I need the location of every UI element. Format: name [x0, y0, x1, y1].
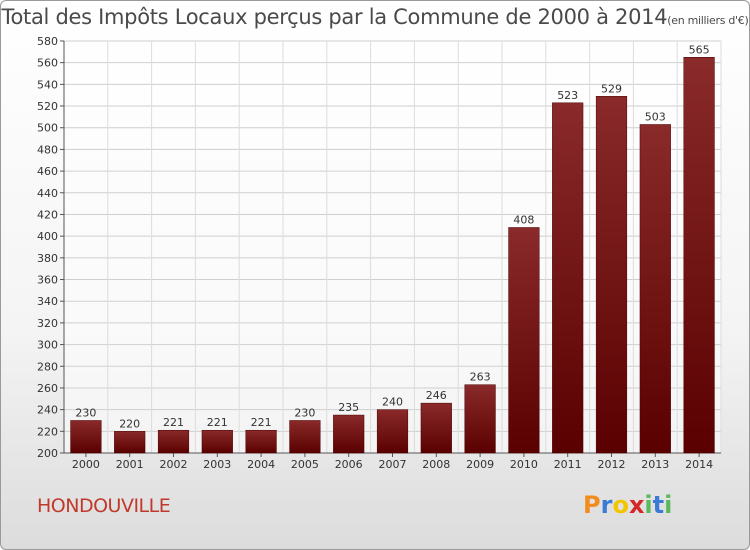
value-label: 240	[382, 396, 403, 409]
bar	[552, 102, 584, 454]
x-tick-label: 2008	[422, 458, 450, 471]
bar	[595, 96, 628, 454]
logo-letter: t	[652, 491, 665, 519]
x-tick-label: 2001	[116, 458, 144, 471]
y-tick-label: 480	[37, 143, 58, 156]
x-tick-label: 2005	[291, 458, 319, 471]
x-tick-label: 2012	[598, 458, 626, 471]
y-tick-label: 340	[37, 295, 58, 308]
x-tick-label: 2014	[685, 458, 713, 471]
bar	[70, 420, 102, 454]
logo-letter: P	[583, 491, 601, 519]
x-tick-label: 2011	[554, 458, 582, 471]
value-label: 263	[470, 371, 491, 384]
value-label: 246	[426, 389, 447, 402]
value-label: 221	[163, 416, 184, 429]
bar	[420, 402, 452, 454]
value-label: 408	[513, 213, 534, 226]
y-tick-label: 460	[37, 165, 58, 178]
logo-letter: o	[612, 491, 629, 519]
bar	[639, 124, 671, 454]
value-label: 221	[251, 416, 272, 429]
value-label: 523	[557, 89, 578, 102]
bar	[508, 227, 540, 454]
chart-title: Total des Impôts Locaux perçus par la Co…	[1, 5, 749, 29]
chart-title-text: Total des Impôts Locaux perçus par la Co…	[1, 5, 668, 29]
logo-letter: i	[664, 491, 673, 519]
logo-letter: x	[628, 491, 645, 519]
x-tick-label: 2004	[247, 458, 275, 471]
y-tick-label: 500	[37, 122, 58, 135]
y-tick-label: 380	[37, 252, 58, 265]
x-tick-label: 2006	[335, 458, 363, 471]
y-tick-label: 360	[37, 274, 58, 287]
x-tick-label: 2002	[160, 458, 188, 471]
value-label: 221	[207, 416, 228, 429]
x-tick-label: 2009	[466, 458, 494, 471]
bar	[289, 420, 321, 454]
y-tick-label: 200	[37, 447, 58, 460]
y-tick-label: 520	[37, 100, 58, 113]
value-label: 529	[601, 82, 622, 95]
y-tick-label: 580	[37, 35, 58, 48]
x-tick-label: 2003	[203, 458, 231, 471]
bar	[464, 384, 496, 454]
value-label: 503	[645, 110, 666, 123]
y-tick-label: 320	[37, 317, 58, 330]
y-tick-label: 220	[37, 425, 58, 438]
bar	[157, 429, 190, 454]
x-tick-label: 2013	[641, 458, 669, 471]
bar	[245, 429, 277, 454]
y-tick-label: 300	[37, 339, 58, 352]
y-tick-label: 420	[37, 208, 58, 221]
logo-letter: r	[600, 491, 613, 519]
y-tick-label: 540	[37, 78, 58, 91]
y-tick-label: 400	[37, 230, 58, 243]
bar	[201, 429, 233, 454]
x-tick-label: 2000	[72, 458, 100, 471]
y-tick-label: 440	[37, 187, 58, 200]
y-tick-label: 560	[37, 57, 58, 70]
value-label: 230	[75, 406, 96, 419]
y-tick-label: 260	[37, 382, 58, 395]
value-label: 235	[338, 401, 359, 414]
bar	[376, 409, 409, 454]
logo-letter: i	[644, 491, 653, 519]
labels-layer: 200 220 240 260 280 300 320 340 360 380 400 420 440 4…	[37, 35, 713, 471]
value-label: 230	[294, 406, 315, 419]
bar	[114, 431, 146, 454]
value-label: 565	[689, 43, 710, 56]
x-tick-label: 2010	[510, 458, 538, 471]
bars-layer	[70, 57, 715, 454]
value-label: 220	[119, 417, 140, 430]
bar	[683, 57, 715, 454]
x-tick-label: 2007	[379, 458, 407, 471]
y-tick-label: 280	[37, 360, 58, 373]
unit-note: (en milliers d'€)	[667, 14, 749, 27]
proxiti-logo: Proxiti	[583, 491, 672, 519]
y-tick-label: 240	[37, 404, 58, 417]
commune-name: HONDOUVILLE	[37, 495, 171, 517]
bar	[333, 414, 365, 454]
